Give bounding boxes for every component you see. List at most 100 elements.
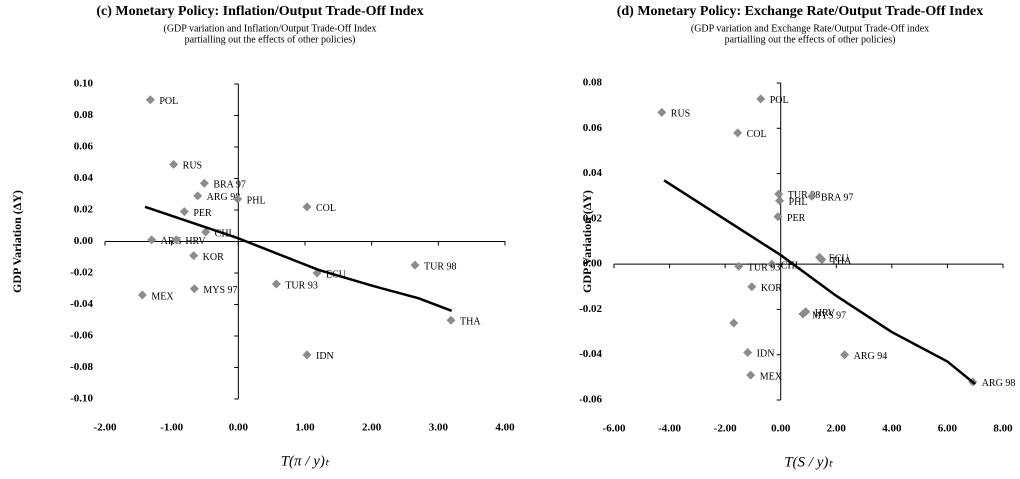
data-point	[756, 94, 766, 104]
data-point	[817, 255, 827, 265]
data-point	[199, 178, 209, 188]
data-point	[807, 191, 817, 201]
point-label: CHL	[781, 260, 801, 271]
y-tick-label: 0.02	[74, 204, 94, 216]
data-point	[193, 191, 203, 201]
x-tick-label: 4.00	[882, 423, 902, 435]
x-tick-label: 2.00	[362, 422, 382, 434]
point-label: PER	[787, 213, 806, 224]
point-label: ARG	[161, 236, 182, 247]
chart-subtitle: partialling out the effects of other pol…	[725, 34, 896, 45]
data-point	[169, 159, 179, 169]
y-tick-label: -0.02	[70, 267, 93, 279]
point-label: BRA 97	[821, 193, 854, 204]
data-point	[302, 350, 312, 360]
point-label: MYS 97	[203, 285, 237, 296]
point-label: RUS	[671, 109, 690, 120]
data-point	[271, 279, 281, 289]
x-tick-label: 4.00	[495, 422, 515, 434]
x-tick-label: -2.00	[714, 423, 737, 435]
data-point	[446, 315, 456, 325]
data-point	[734, 261, 744, 271]
data-point	[798, 309, 808, 319]
data-point	[774, 189, 784, 199]
point-label: IDN	[757, 349, 775, 360]
x-tick-label: -6.00	[603, 423, 626, 435]
y-tick-label: 0.04	[583, 167, 603, 179]
y-tick-label: -0.08	[70, 361, 93, 373]
y-tick-label: 0.00	[583, 258, 603, 270]
x-tick-label: 8.00	[993, 423, 1013, 435]
y-tick-label: 0.00	[74, 235, 94, 247]
x-axis-label: T(π / y)ₜ	[281, 453, 330, 469]
y-tick-label: 0.04	[74, 172, 94, 184]
point-label: MEX	[151, 291, 174, 302]
x-tick-label: 2.00	[827, 423, 847, 435]
point-label: BRA 97	[213, 180, 246, 191]
point-label: HRV	[185, 236, 206, 247]
y-tick-label: -0.06	[70, 330, 93, 342]
data-point	[179, 207, 189, 217]
data-point	[657, 107, 667, 117]
y-tick-label: 0.06	[583, 122, 603, 134]
fit-line	[663, 179, 977, 386]
x-tick-label: 0.00	[771, 423, 791, 435]
data-point	[302, 202, 312, 212]
point-label: ECU	[829, 254, 850, 265]
y-axis-label: GDP Variation (ΔY)	[10, 190, 24, 293]
point-label: POL	[159, 96, 178, 107]
y-tick-label: 0.10	[74, 78, 94, 90]
point-label: MEX	[760, 371, 783, 382]
point-label: PHL	[247, 195, 266, 206]
data-point	[171, 235, 181, 245]
data-point	[840, 350, 850, 360]
x-tick-label: -4.00	[658, 423, 681, 435]
data-point	[747, 282, 757, 292]
chart-title: (c) Monetary Policy: Inflation/Output Tr…	[96, 4, 423, 19]
data-point	[147, 235, 157, 245]
x-tick-label: 3.00	[429, 422, 449, 434]
point-label: KOR	[203, 252, 224, 263]
y-tick-label: 0.08	[583, 77, 603, 89]
data-point	[189, 284, 199, 294]
data-point	[746, 370, 756, 380]
point-label: PHL	[789, 197, 808, 208]
point-label: MYS 97	[812, 310, 846, 321]
point-label: THA	[831, 256, 852, 267]
point-label: COL	[316, 203, 336, 214]
point-label: TUR 93	[748, 263, 781, 274]
point-label: HRV	[815, 308, 836, 319]
data-point	[137, 290, 147, 300]
data-point	[773, 212, 783, 222]
point-label: ARG 98	[207, 192, 241, 203]
y-tick-label: -0.10	[70, 393, 93, 405]
data-point	[410, 260, 420, 270]
x-tick-label: 6.00	[938, 423, 958, 435]
chart-subtitle: (GDP variation and Inflation/Output Trad…	[163, 23, 376, 34]
point-label: POL	[770, 95, 789, 106]
point-label: THA	[460, 317, 481, 328]
data-point	[189, 251, 199, 261]
data-point	[201, 227, 211, 237]
chart-subtitle: (GDP variation and Exchange Rate/Output …	[691, 23, 929, 34]
y-tick-label: -0.06	[579, 394, 602, 406]
chart-subtitle: partialling out the effects of other pol…	[185, 34, 356, 45]
point-label: PER	[193, 208, 212, 219]
point-label: IDN	[316, 351, 334, 362]
data-point	[743, 347, 753, 357]
data-point	[733, 128, 743, 138]
y-tick-label: -0.04	[579, 348, 602, 360]
point-label: TUR 93	[285, 280, 318, 291]
data-point	[233, 194, 243, 204]
point-label: COL	[747, 129, 767, 140]
x-tick-label: 0.00	[229, 422, 249, 434]
x-axis-label: T(S / y)ₜ	[784, 454, 833, 470]
x-tick-label: -2.00	[94, 422, 117, 434]
y-tick-label: -0.02	[579, 303, 602, 315]
x-tick-label: 1.00	[295, 422, 315, 434]
y-tick-label: 0.02	[583, 212, 603, 224]
data-point	[145, 95, 155, 105]
y-tick-label: 0.06	[74, 141, 94, 153]
data-point	[775, 196, 785, 206]
